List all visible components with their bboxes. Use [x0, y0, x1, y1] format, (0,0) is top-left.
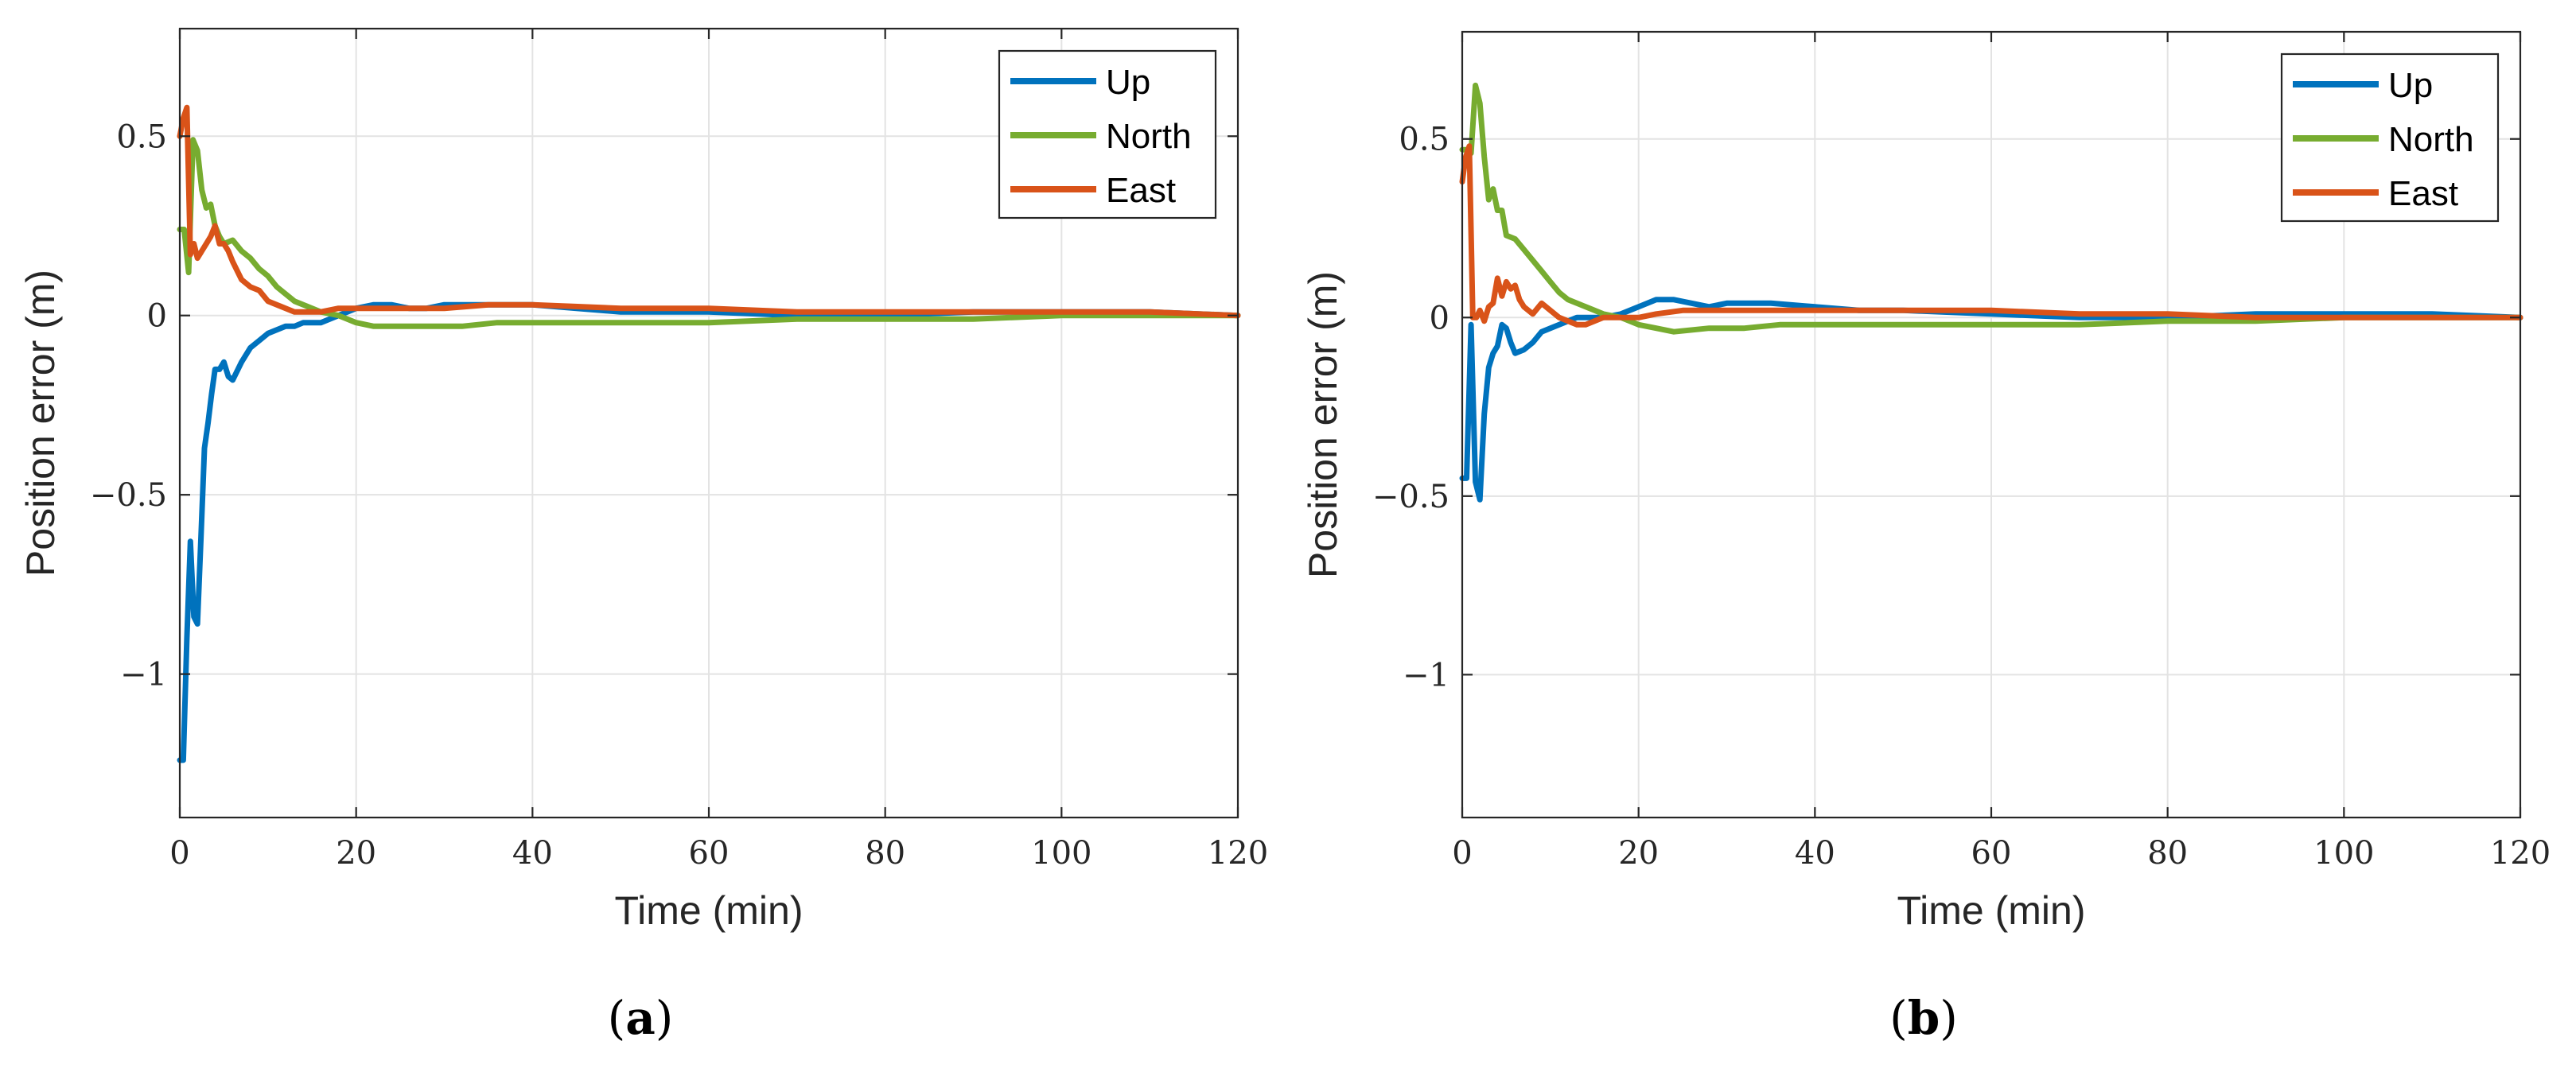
series-line-north	[1459, 82, 2523, 335]
y-axis-label: Position error (m)	[1301, 271, 1345, 578]
legend: Up North East	[2280, 52, 2500, 223]
ticks: 0 20 40 60 80 100 120 −1 −0.5 0 0.5	[90, 29, 1268, 872]
y-tick-label: 0	[147, 298, 167, 335]
x-tick-label: 20	[336, 835, 376, 872]
y-tick-label: −0.5	[1372, 479, 1449, 515]
legend-label-east: East	[2388, 174, 2458, 213]
legend-label-north: North	[1106, 117, 1192, 156]
x-tick-label: 60	[689, 835, 730, 872]
x-axis-label: Time (min)	[1897, 888, 2085, 933]
chart-panel-b: 0 20 40 60 80 100 120 −1 −0.5 0 0.5 Time (min) Pos…	[1301, 30, 2551, 1045]
y-axis-label: Position error (m)	[18, 270, 63, 577]
legend-label-north: North	[2388, 120, 2474, 159]
series-line-east	[1459, 143, 2523, 328]
x-tick-label: 80	[865, 835, 905, 872]
x-tick-label: 80	[2147, 835, 2188, 872]
y-tick-label: 0.5	[1399, 122, 1449, 158]
x-tick-label: 100	[1031, 835, 1091, 872]
x-tick-label: 40	[512, 835, 553, 872]
y-tick-label: −1	[120, 657, 167, 693]
y-tick-label: −0.5	[90, 477, 167, 514]
series-line-east	[177, 104, 1241, 319]
x-tick-label: 100	[2313, 835, 2374, 872]
x-tick-label: 120	[1208, 835, 1268, 872]
legend-label-up: Up	[2388, 66, 2433, 105]
chart-panel-a: 0 20 40 60 80 100 120 −1 −0.5 0 0.5 Time (min) Pos…	[18, 27, 1268, 1045]
y-tick-label: 0	[1430, 300, 1449, 336]
panel-letter-a: a	[625, 991, 656, 1045]
x-axis-label: Time (min)	[614, 888, 803, 933]
legend: Up North East	[998, 49, 1217, 219]
ticks: 0 20 40 60 80 100 120 −1 −0.5 0 0.5	[1372, 32, 2551, 872]
legend-label-east: East	[1106, 171, 1176, 210]
panel-caption-b: (b)	[1889, 991, 1958, 1045]
series-line-north	[177, 137, 1241, 329]
y-tick-label: 0.5	[116, 118, 167, 155]
x-tick-label: 0	[1452, 835, 1472, 872]
x-tick-label: 120	[2490, 835, 2551, 872]
panel-letter-b: b	[1908, 991, 1940, 1045]
series-group	[1459, 82, 2523, 503]
x-tick-label: 40	[1795, 835, 1835, 872]
x-tick-label: 20	[1618, 835, 1659, 872]
y-tick-label: −1	[1403, 657, 1449, 693]
series-group	[177, 104, 1241, 763]
legend-label-up: Up	[1106, 63, 1150, 102]
panel-caption-a: (a)	[608, 991, 674, 1045]
x-tick-label: 0	[169, 835, 189, 872]
x-tick-label: 60	[1971, 835, 2012, 872]
